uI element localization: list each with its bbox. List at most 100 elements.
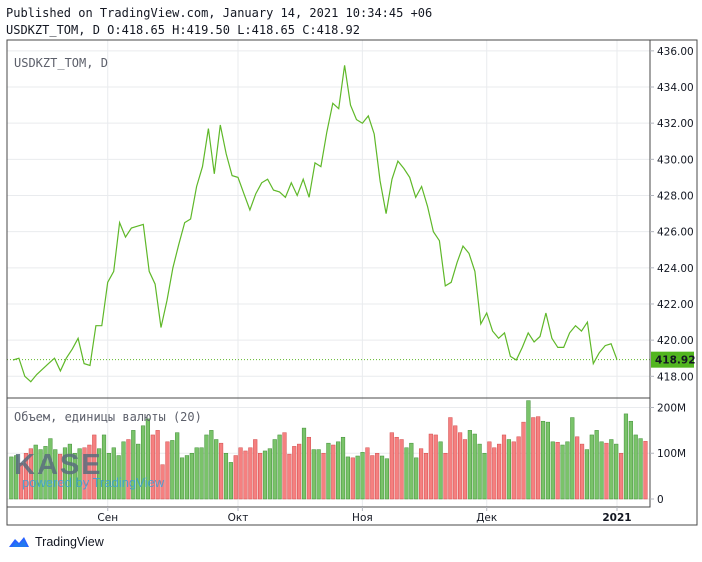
volume-bar [160, 464, 165, 500]
volume-bar [223, 452, 229, 500]
volume-bar [516, 436, 521, 500]
volume-bar [204, 434, 209, 500]
volume-bar [570, 417, 575, 500]
volume-bar [145, 418, 151, 500]
price-line-group [7, 65, 650, 383]
tradingview-brand[interactable]: TradingView [8, 535, 104, 549]
volume-bar [399, 439, 404, 500]
time-tick-label: 2021 [602, 512, 631, 524]
volume-bar [331, 444, 336, 500]
volume-bar [638, 438, 643, 500]
volume-bar [336, 441, 341, 500]
volume-bar [467, 430, 472, 500]
tradingview-logo-icon [9, 537, 29, 547]
volume-bar [389, 432, 394, 500]
volume-bar [614, 443, 619, 500]
price-tick-label: 428.00 [657, 190, 694, 202]
volume-bar [604, 442, 609, 500]
volume-bar [370, 455, 375, 500]
volume-label: Объем, единицы валюты (20) [14, 410, 202, 424]
volume-bar [340, 436, 346, 500]
volume-bar [23, 452, 29, 500]
volume-bar [540, 420, 546, 500]
volume-bar [536, 416, 541, 500]
ohlc-line: USDKZT_TOM, D O:418.65 H:419.50 L:418.65… [6, 23, 361, 37]
volume-bar [550, 441, 555, 500]
price-tick-label: 436.00 [657, 46, 694, 58]
published-line: Published on TradingView.com, January 14… [6, 6, 433, 20]
symbol-label: USDKZT_TOM, D [14, 56, 108, 70]
volume-bar [628, 420, 633, 500]
volume-bar [287, 453, 292, 500]
volume-bar [609, 439, 614, 500]
volume-bar [277, 434, 282, 500]
volume-bar [623, 413, 629, 500]
volume-bar [111, 447, 116, 500]
volume-bar [116, 455, 121, 500]
volume-bar [428, 433, 433, 500]
volume-bar [394, 436, 399, 500]
volume-bar [131, 430, 136, 500]
volume-bar [492, 447, 497, 500]
price-tick-label: 422.00 [657, 299, 694, 311]
chart-frames [6, 39, 698, 526]
price-axis[interactable]: 436.00 434.00 432.00 430.00 428.00 426.00 424.… [650, 46, 696, 383]
price-series-line [12, 65, 618, 383]
volume-bar [155, 430, 160, 500]
volume-bar [170, 440, 175, 500]
volume-bar [292, 446, 297, 500]
volume-bars [9, 400, 648, 500]
volume-bar [48, 438, 53, 500]
volume-bar [121, 441, 126, 500]
volume-bar [214, 439, 219, 500]
volume-bar [19, 463, 24, 500]
volume-bar [589, 434, 594, 500]
volume-bar [453, 425, 458, 500]
volume-bar [267, 448, 272, 500]
volume-bar [360, 452, 365, 500]
volume-bar [126, 439, 131, 500]
volume-bar [218, 442, 224, 500]
volume-bar [458, 432, 463, 500]
volume-bar [150, 434, 155, 500]
volume-bar [560, 444, 565, 500]
price-pane-frame [6, 39, 651, 399]
volume-bar [501, 434, 507, 500]
volume-bar [506, 439, 511, 500]
volume-bar [350, 457, 355, 500]
time-axis[interactable]: Сен Окт Ноя Дек 2021 [97, 507, 632, 524]
volume-bar [43, 446, 48, 500]
volume-bar [355, 455, 360, 500]
volume-bar [487, 441, 492, 500]
volume-bar [575, 436, 580, 500]
chart-outer-frame [6, 39, 698, 526]
volume-bar [184, 455, 190, 500]
volume-bar [584, 449, 590, 500]
volume-bar [253, 439, 258, 500]
volume-bar [643, 441, 648, 500]
volume-bar [301, 427, 307, 500]
volume-bar [477, 443, 482, 500]
volume-bar [243, 450, 248, 500]
volume-bar [409, 442, 414, 500]
volume-bar [414, 457, 419, 500]
volume-bar [92, 434, 97, 500]
volume-bar [82, 447, 87, 500]
volume-bar [306, 436, 311, 500]
volume-bar [189, 452, 194, 500]
volume-axis[interactable]: 200M 100M 0 [650, 402, 686, 506]
volume-bar [384, 458, 390, 500]
volume-bar [438, 441, 443, 500]
volume-bar [443, 452, 448, 500]
volume-tick-label: 200M [657, 402, 686, 414]
volume-bar [555, 442, 560, 500]
volume-bar [194, 447, 199, 500]
volume-bar [9, 456, 14, 500]
last-price-badge-label: 418.92 [655, 355, 696, 367]
volume-bar [423, 452, 429, 500]
volume-bar [248, 447, 253, 500]
time-tick-label: Сен [97, 512, 118, 524]
volume-bar [316, 449, 321, 500]
volume-bar [404, 447, 409, 500]
